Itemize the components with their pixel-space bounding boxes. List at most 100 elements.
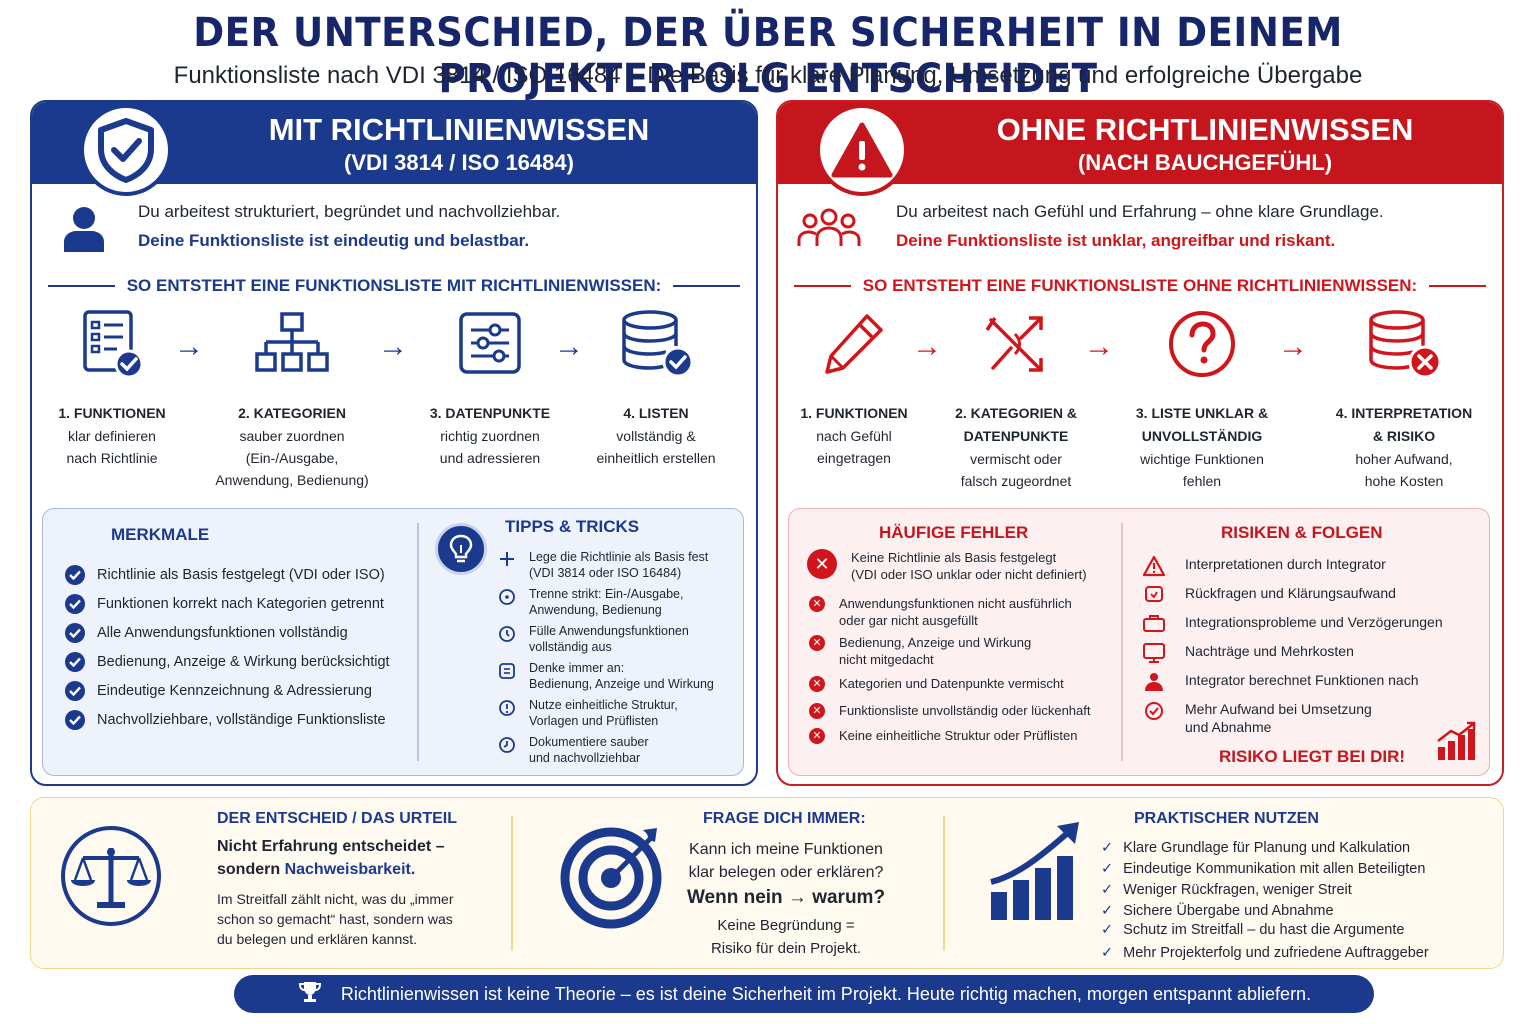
tip-text: vollständig aus [529, 640, 612, 654]
panel-title: MIT RICHTLINIENWISSEN [268, 112, 650, 147]
feature-text: Nachvollziehbare, vollständige Funktions… [97, 712, 386, 728]
warning-icon [1141, 555, 1167, 577]
tip-item: Nutze einheitliche Struktur, Vorlagen und… [497, 697, 678, 729]
feature-text: Richtlinie als Basis festgelegt (VDI ode… [97, 567, 385, 583]
step-desc: fehlen [1182, 473, 1222, 489]
x-circle-icon: ✕ [807, 549, 837, 579]
error-text: Funktionsliste unvollständig oder lücken… [839, 703, 1091, 718]
tip-item: Denke immer an: Bedienung, Anzeige und Wi… [497, 660, 714, 692]
step-title: 4. INTERPRETATION [1335, 405, 1473, 421]
check-circle-icon [65, 623, 85, 643]
error-text: Kategorien und Datenpunkte vermischt [839, 676, 1064, 691]
error-text: Anwendungsfunktionen nicht ausführlich [839, 596, 1072, 611]
bar-chart-up-icon [1435, 721, 1477, 768]
monitor-icon [1141, 642, 1167, 664]
step-title: UNVOLLSTÄNDIG [1141, 428, 1263, 444]
warning-icon [816, 104, 908, 196]
feature-item: Nachvollziehbare, vollständige Funktions… [65, 710, 386, 730]
step-desc: vermischt oder [970, 451, 1062, 467]
step-datapoints: 3. DATENPUNKTE richtig zuordnen und adre… [400, 302, 580, 469]
risk-item: Nachträge und Mehrkosten [1141, 642, 1354, 664]
intro-highlight: Deine Funktionsliste ist eindeutig und b… [138, 231, 530, 250]
pencil-icon [825, 314, 883, 374]
verdict-line: sondern Nachweisbarkeit. [217, 861, 415, 879]
panel-subtitle: (VDI 3814 / ISO 16484) [344, 150, 574, 175]
step-categories: 2. KATEGORIEN sauber zuordnen (Ein-/Ausg… [202, 302, 382, 491]
benefit-item: ✓ Eindeutige Kommunikation mit allen Bete… [1101, 861, 1425, 877]
info-icon [497, 697, 517, 729]
check-circle-icon [65, 710, 85, 730]
benefit-text: Klare Grundlage für Planung und Kalkulat… [1123, 840, 1411, 856]
step-functions: 1. FUNKTIONEN klar definieren nach Richt… [32, 302, 202, 469]
footer-banner: Richtlinienwissen ist keine Theorie – es… [234, 975, 1374, 1013]
error-text: nicht mitgedacht [839, 652, 934, 667]
feature-item: Bedienung, Anzeige & Wirkung berücksicht… [65, 652, 390, 672]
feature-item: Alle Anwendungsfunktionen vollständig [65, 623, 348, 643]
database-check-icon [622, 310, 694, 378]
tip-text: Lege die Richtlinie als Basis fest [529, 550, 709, 564]
step-title: 2. KATEGORIEN & [955, 405, 1077, 421]
section-title: SO ENTSTEHT EINE FUNKTIONSLISTE MIT RICH… [126, 276, 662, 295]
risk-footer: RISIKO LIEGT BEI DIR! [1219, 747, 1406, 766]
check-circle-icon [65, 681, 85, 701]
person-alert-icon [1141, 671, 1167, 693]
tip-text: und nachvollziehbar [529, 751, 641, 765]
feature-text: Alle Anwendungsfunktionen vollständig [97, 625, 348, 641]
risk-item: Integrationsprobleme und Verzögerungen [1141, 613, 1443, 633]
risks-title: RISIKEN & FOLGEN [1221, 523, 1383, 542]
question-line: Kann ich meine Funktionen [689, 841, 883, 858]
error-item: ✕ Keine einheitliche Struktur oder Prüfli… [809, 727, 1077, 744]
error-item: ✕ Keine Richtlinie als Basis festgelegt (V… [807, 549, 1087, 583]
benefit-text: Schutz im Streitfall – du hast die Argum… [1123, 922, 1405, 938]
risk-text: Nachträge und Mehrkosten [1185, 643, 1354, 659]
check-circle-icon [65, 652, 85, 672]
clock-icon [1141, 700, 1167, 736]
error-text: Keine Richtlinie als Basis festgelegt [851, 550, 1057, 565]
errors-title: HÄUFIGE FEHLER [879, 523, 1029, 542]
check-circle-icon [65, 565, 85, 585]
tip-item: Fülle Anwendungsfunktionen vollständig au… [497, 623, 689, 655]
intro-line: Du arbeitest nach Gefühl und Erfahrung –… [896, 202, 1384, 221]
step-title: 1. FUNKTIONEN [800, 405, 908, 421]
question-icon [1169, 311, 1235, 377]
tip-text: Denke immer an: [529, 661, 625, 675]
step-title: 2. KATEGORIEN [238, 405, 346, 421]
risk-item: Mehr Aufwand bei Umsetzung und Abnahme [1141, 700, 1372, 736]
growth-chart-icon [987, 820, 1087, 929]
risk-item: Rückfragen und Klärungsaufwand [1141, 584, 1396, 606]
tip-item: Trenne strikt: Ein-/Ausgabe, Anwendung, B… [497, 586, 683, 618]
benefit-text: Eindeutige Kommunikation mit allen Betei… [1123, 861, 1426, 877]
benefit-item: ✓ Klare Grundlage für Planung und Kalkula… [1101, 840, 1410, 856]
check-icon: ✓ [1101, 861, 1114, 877]
x-circle-icon: ✕ [809, 676, 825, 692]
step-desc: falsch zugeordnet [960, 473, 1072, 489]
panel-title: OHNE RICHTLINIENWISSEN [996, 112, 1414, 147]
arrow-right-icon: → [174, 330, 204, 363]
step-title: 3. DATENPUNKTE [429, 405, 551, 421]
feature-item: Funktionen korrekt nach Kategorien getre… [65, 594, 384, 614]
note-icon [497, 660, 517, 692]
step-desc: richtig zuordnen [440, 428, 540, 444]
tip-text: Bedienung, Anzeige und Wirkung [529, 677, 714, 691]
tip-text: Dokumentiere sauber [529, 735, 649, 749]
scales-icon [59, 824, 163, 933]
x-circle-icon: ✕ [809, 596, 825, 612]
trophy-icon [297, 980, 323, 1009]
step-desc: hohe Kosten [1364, 473, 1444, 489]
features-title: MERKMALE [111, 525, 210, 544]
risk-text: und Abnahme [1185, 719, 1272, 735]
verdict-text-line: du belegen und erklären kannst. [217, 931, 418, 947]
arrow-right-icon: → [554, 330, 584, 363]
benefit-text: Weniger Rückfragen, weniger Streit [1123, 882, 1352, 898]
step-desc: Anwendung, Bedienung) [215, 472, 369, 488]
step-functions: 1. FUNKTIONEN nach Gefühl eingetragen [778, 302, 944, 469]
check-icon: ✓ [1101, 945, 1114, 961]
benefit-item: ✓ Weniger Rückfragen, weniger Streit [1101, 882, 1352, 898]
arrow-right-icon: → [1084, 330, 1114, 363]
verdict-text-line: schon so gemacht“ hast, sondern was [217, 911, 453, 927]
group-icon [796, 206, 862, 255]
risk-text: Integrator berechnet Funktionen nach [1185, 672, 1419, 688]
page-title: DER UNTERSCHIED, DER ÜBER SICHERHEIT IN … [193, 10, 1343, 102]
step-desc: (Ein-/Ausgabe, [245, 450, 339, 466]
feature-text: Eindeutige Kennzeichnung & Adressierung [97, 683, 372, 699]
